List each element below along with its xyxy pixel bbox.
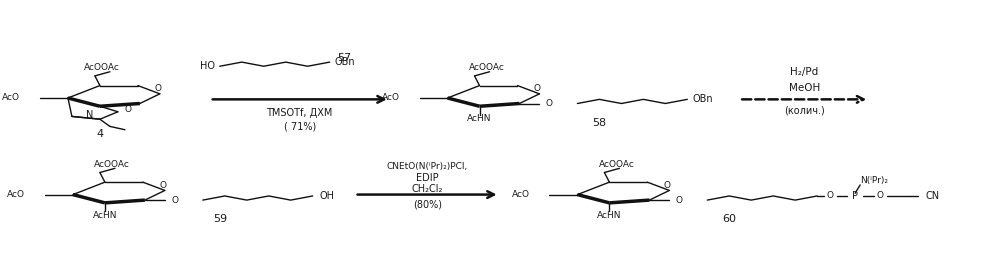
- Text: H₂/Pd: H₂/Pd: [790, 67, 818, 77]
- Text: AcOOAc: AcOOAc: [84, 63, 120, 72]
- Text: OBn: OBn: [692, 94, 713, 104]
- Text: AcO: AcO: [7, 190, 25, 199]
- Text: EDIP: EDIP: [417, 173, 439, 183]
- Text: AcOOAc: AcOOAc: [598, 160, 634, 169]
- Text: O: O: [545, 99, 553, 108]
- Text: O: O: [154, 84, 162, 93]
- Text: N: N: [86, 110, 94, 120]
- Text: (80%): (80%): [413, 199, 443, 209]
- Text: AcO: AcO: [2, 94, 20, 102]
- Text: (колич.): (колич.): [784, 105, 824, 115]
- Text: ( 71%): ( 71%): [284, 122, 316, 132]
- Text: O: O: [533, 84, 541, 93]
- Text: 4: 4: [96, 129, 104, 139]
- Text: AcHN: AcHN: [93, 211, 117, 220]
- Text: AcOOAc: AcOOAc: [469, 63, 504, 72]
- Text: AcHN: AcHN: [597, 211, 621, 220]
- Text: O: O: [675, 196, 683, 205]
- Text: AcOOAc: AcOOAc: [94, 160, 130, 169]
- Text: AcO: AcO: [511, 190, 529, 199]
- Text: O: O: [663, 181, 671, 190]
- Text: O: O: [124, 105, 132, 114]
- Text: CN: CN: [925, 191, 939, 201]
- Text: O: O: [876, 192, 884, 200]
- Text: P: P: [852, 191, 858, 201]
- Text: AcO: AcO: [382, 94, 400, 102]
- Text: AcHN: AcHN: [468, 114, 492, 123]
- Text: 59: 59: [213, 214, 227, 224]
- Text: HO: HO: [200, 61, 215, 71]
- Text: CH₂Cl₂: CH₂Cl₂: [412, 184, 444, 194]
- Text: O: O: [171, 196, 179, 205]
- Text: 60: 60: [722, 214, 736, 224]
- Text: TMSOTf, ДХМ: TMSOTf, ДХМ: [267, 108, 333, 118]
- Text: MeOH: MeOH: [788, 83, 820, 93]
- Text: OBn: OBn: [335, 57, 356, 67]
- Text: OH: OH: [320, 191, 335, 201]
- Text: 58: 58: [592, 118, 606, 128]
- Text: O: O: [159, 181, 167, 190]
- Text: O: O: [826, 192, 834, 200]
- Text: N(ⁱPr)₂: N(ⁱPr)₂: [860, 176, 888, 185]
- Text: 57: 57: [338, 53, 352, 63]
- Text: CNEtO(N(ⁱPr)₂)PCl,: CNEtO(N(ⁱPr)₂)PCl,: [387, 163, 469, 171]
